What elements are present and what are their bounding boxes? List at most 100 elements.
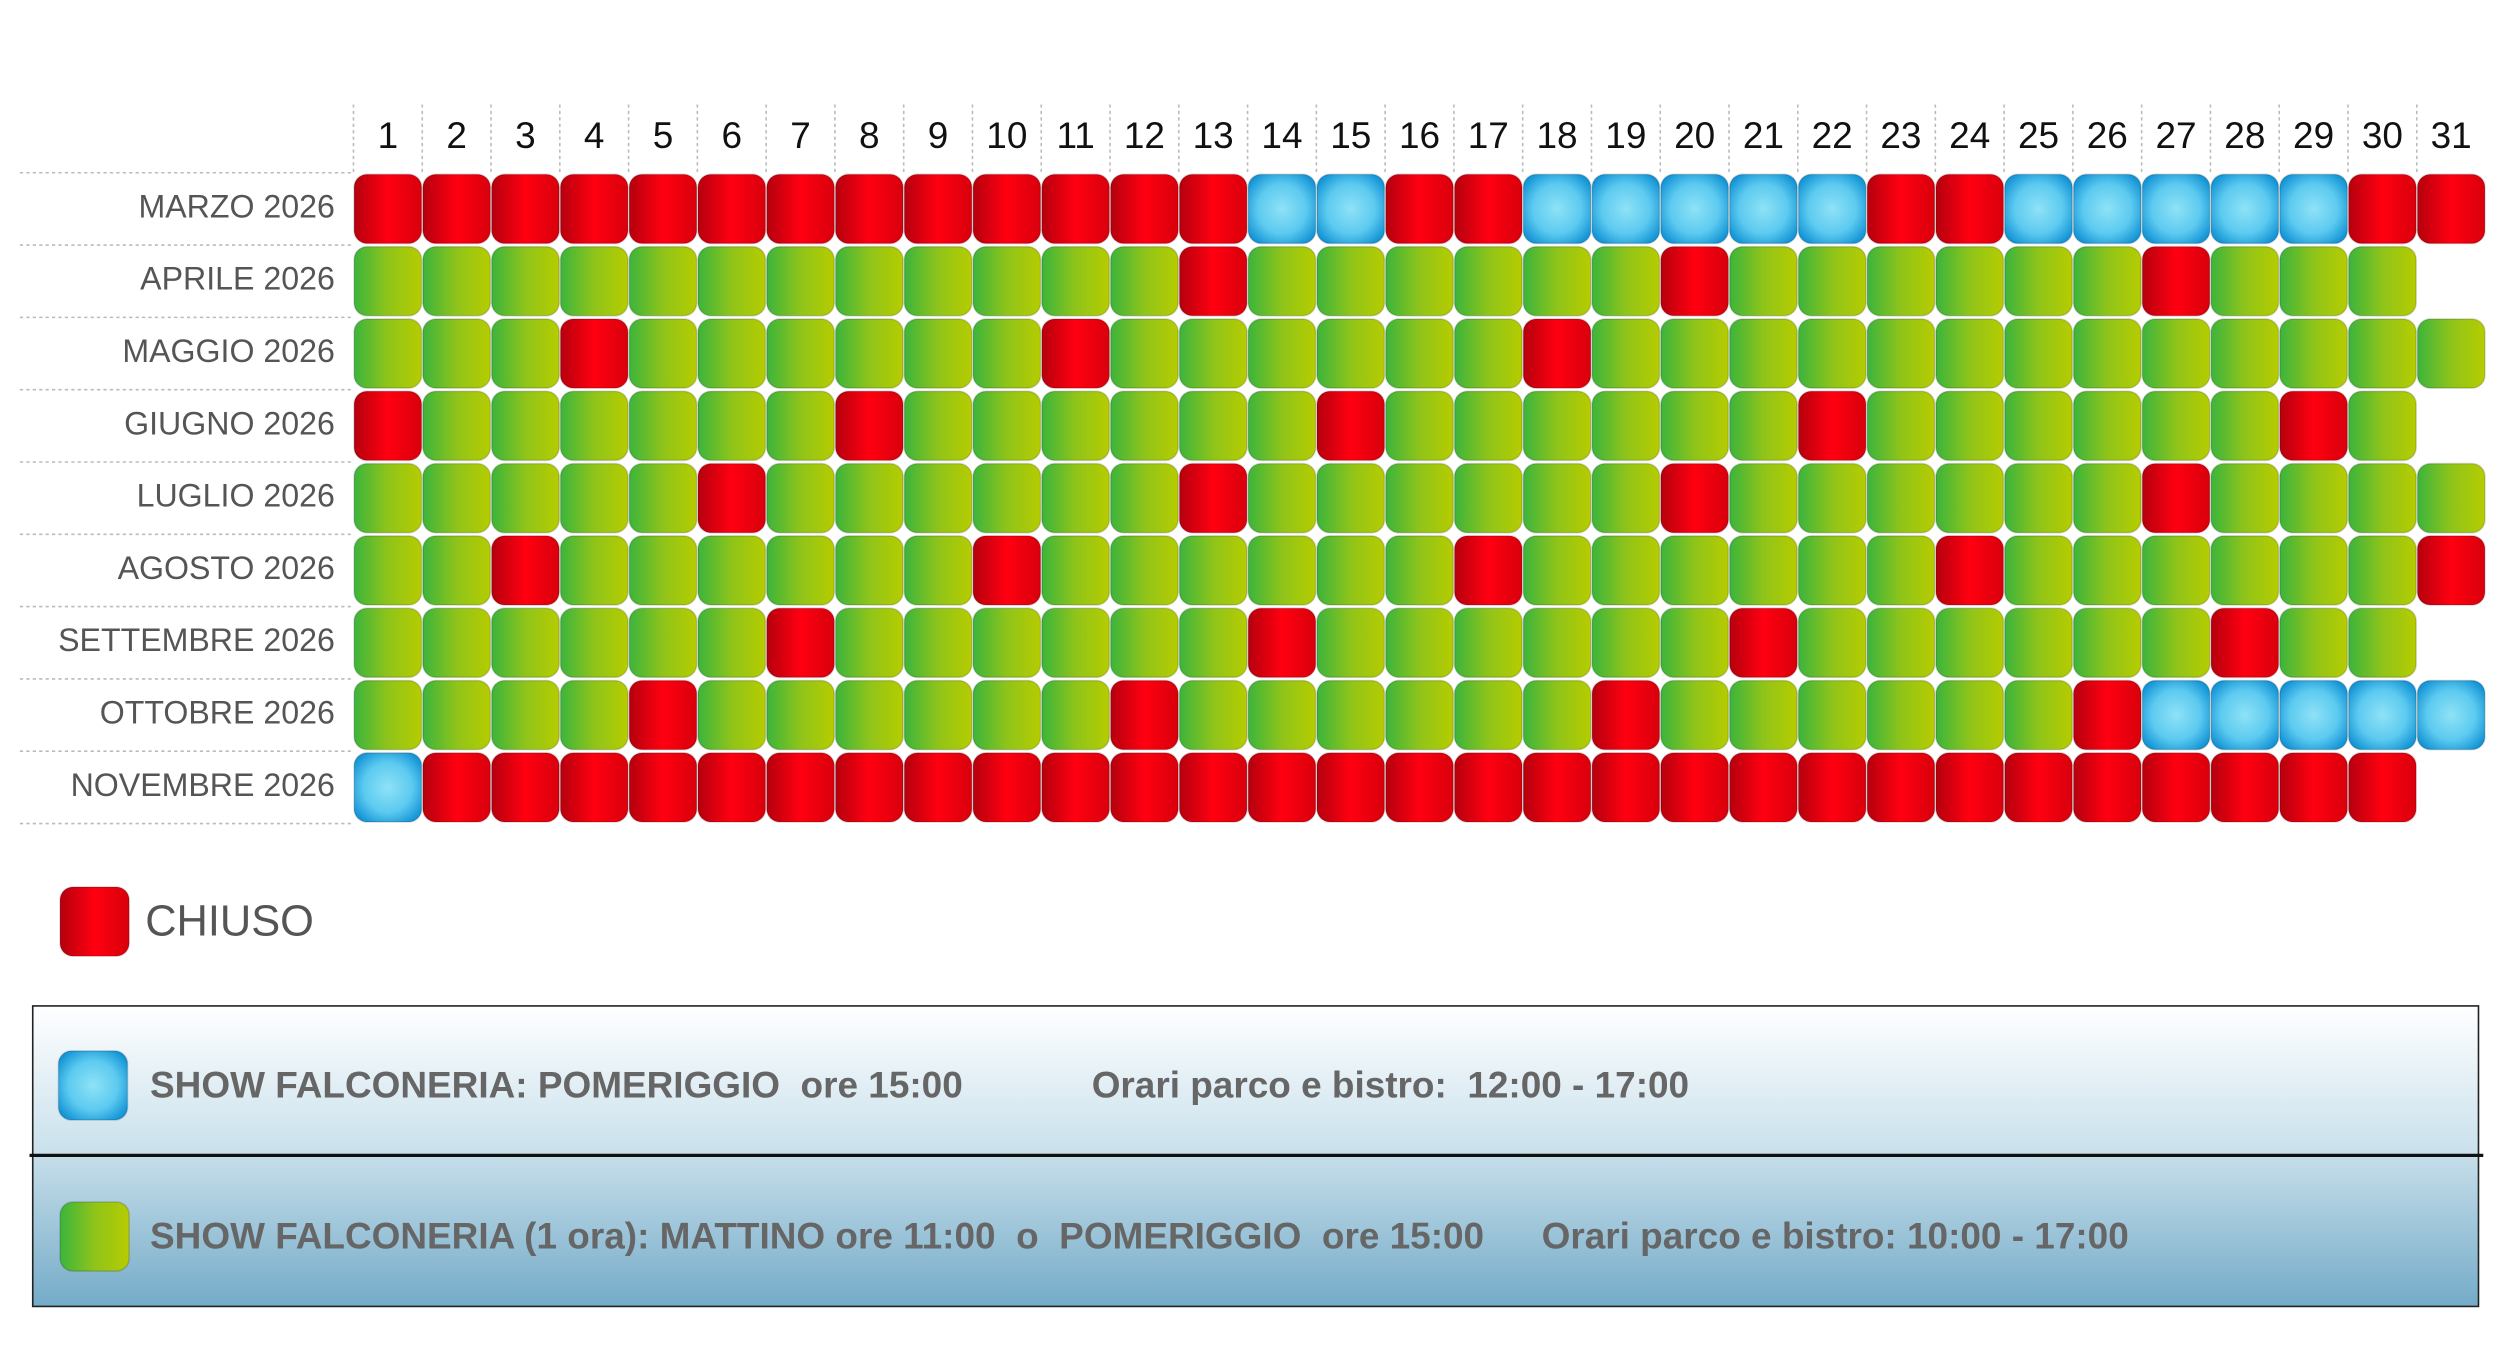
day-cell <box>697 318 767 389</box>
day-cell <box>765 607 836 679</box>
day-cell <box>697 535 767 606</box>
day-cell <box>765 462 836 534</box>
day-cell <box>1935 173 2005 245</box>
day-cell <box>2141 535 2211 606</box>
day-cell <box>559 462 629 534</box>
day-cell <box>1728 607 1798 679</box>
day-cell <box>2141 607 2211 679</box>
day-cell <box>1316 535 1386 606</box>
day-cell <box>1041 462 1111 534</box>
day-cell <box>1866 607 1936 679</box>
day-cell <box>2003 535 2074 606</box>
day-cell <box>1109 318 1179 389</box>
day-cell <box>2003 245 2074 317</box>
day-number: 21 <box>1743 115 1784 156</box>
day-cell <box>1522 173 1592 245</box>
day-cell <box>490 752 560 823</box>
day-cell <box>2210 535 2280 606</box>
day-cell <box>2210 318 2280 389</box>
day-cell <box>2279 390 2349 462</box>
day-cell <box>2072 752 2142 823</box>
day-cell <box>2210 390 2280 462</box>
day-cell <box>628 607 698 679</box>
day-number: 31 <box>2431 115 2472 156</box>
day-cell <box>1247 462 1317 534</box>
day-cell <box>2003 679 2074 751</box>
day-cell <box>2279 752 2349 823</box>
day-number: 4 <box>584 115 605 156</box>
day-cell <box>1109 752 1179 823</box>
day-cell <box>1728 752 1798 823</box>
day-cell <box>2003 318 2074 389</box>
day-cell <box>2210 462 2280 534</box>
day-cell <box>490 245 560 317</box>
legend-swatch <box>57 1050 129 1121</box>
day-cell <box>353 390 423 462</box>
day-cell <box>1866 245 1936 317</box>
day-number: 3 <box>515 115 536 156</box>
day-cell <box>1728 245 1798 317</box>
day-cell <box>422 535 492 606</box>
day-cell <box>1316 173 1386 245</box>
day-cell <box>1109 535 1179 606</box>
day-cell <box>2279 535 2349 606</box>
day-cell <box>2141 752 2211 823</box>
month-label: MAGGIO 2026 <box>122 333 334 369</box>
day-cell <box>628 245 698 317</box>
day-number: 5 <box>653 115 674 156</box>
day-cell <box>2210 752 2280 823</box>
day-cell <box>1728 679 1798 751</box>
day-number: 19 <box>1605 115 1646 156</box>
day-cell <box>1384 173 1455 245</box>
day-cell <box>834 535 904 606</box>
day-number: 26 <box>2087 115 2128 156</box>
day-cell <box>490 318 560 389</box>
day-number: 1 <box>378 115 399 156</box>
day-cell <box>559 679 629 751</box>
day-cell <box>1660 679 1730 751</box>
day-cell <box>559 607 629 679</box>
day-cell <box>1866 679 1936 751</box>
day-number: 23 <box>1880 115 1921 156</box>
day-cell <box>353 462 423 534</box>
day-cell <box>834 390 904 462</box>
day-cell <box>972 245 1042 317</box>
day-cell <box>903 752 973 823</box>
legend-text: SHOW FALCONERIA: POMERIGGIO ore 15:00 <box>150 1065 963 1106</box>
day-cell <box>697 752 767 823</box>
day-cell <box>2347 173 2417 245</box>
day-cell <box>972 390 1042 462</box>
day-cell <box>422 462 492 534</box>
day-cell <box>2347 535 2417 606</box>
day-cell <box>1178 462 1248 534</box>
day-number: 18 <box>1537 115 1578 156</box>
day-cell <box>1797 752 1867 823</box>
day-cell <box>1316 245 1386 317</box>
day-cell <box>1935 390 2005 462</box>
month-label: APRILE 2026 <box>140 261 335 297</box>
day-cell <box>903 245 973 317</box>
day-cell <box>1797 462 1867 534</box>
day-cell <box>1384 679 1455 751</box>
day-cell <box>834 318 904 389</box>
day-cell <box>1660 752 1730 823</box>
day-cell <box>1453 390 1523 462</box>
day-cell <box>972 462 1042 534</box>
day-number: 16 <box>1399 115 1440 156</box>
day-cell <box>422 318 492 389</box>
legend-box <box>31 1154 2480 1308</box>
day-cell <box>422 390 492 462</box>
day-number: 6 <box>721 115 742 156</box>
day-cell <box>2347 607 2417 679</box>
day-cell <box>1935 679 2005 751</box>
day-cell <box>2072 607 2142 679</box>
day-cell <box>2072 173 2142 245</box>
day-cell <box>1109 173 1179 245</box>
day-cell <box>1522 245 1592 317</box>
day-cell <box>2416 535 2486 606</box>
day-cell <box>1041 173 1111 245</box>
day-cell <box>490 535 560 606</box>
day-cell <box>2003 173 2074 245</box>
day-number: 30 <box>2362 115 2403 156</box>
